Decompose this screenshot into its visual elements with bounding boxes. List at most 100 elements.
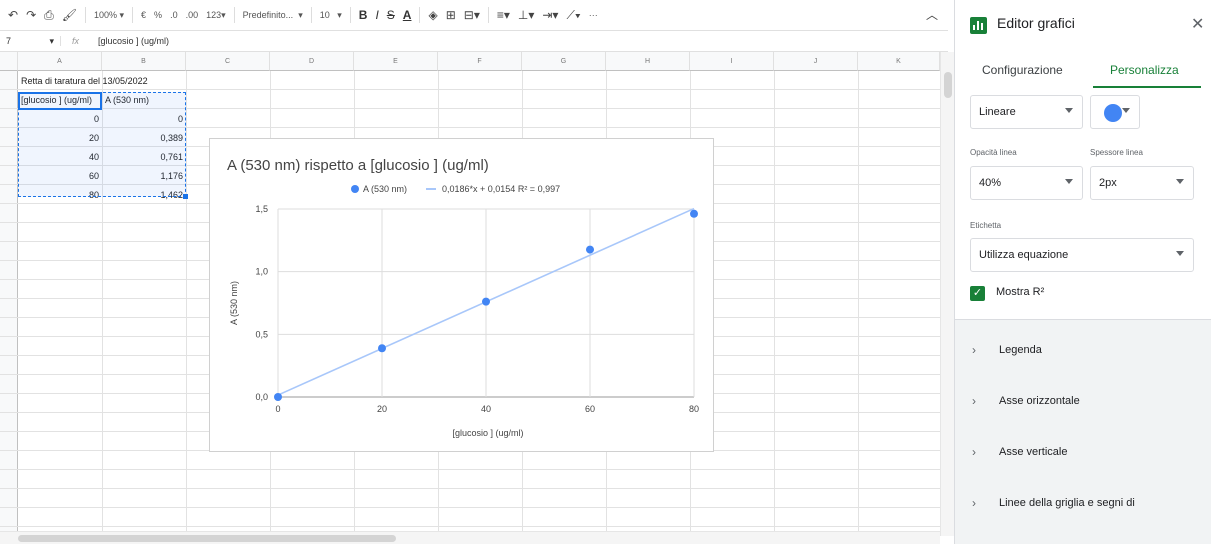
- toolbar-divider: [419, 7, 421, 23]
- print-icon[interactable]: ⎙: [44, 7, 54, 22]
- row-header-column[interactable]: [0, 71, 18, 536]
- column-header-e[interactable]: E: [354, 52, 438, 71]
- column-line: [774, 71, 775, 536]
- corner-header[interactable]: [0, 52, 18, 71]
- italic-icon[interactable]: I: [375, 8, 379, 22]
- data-point: [274, 393, 282, 401]
- cell-concentration[interactable]: 40: [88, 152, 99, 162]
- currency-format-button[interactable]: €: [141, 10, 147, 20]
- y-axis-label: A (530 nm): [229, 281, 239, 325]
- cell-header-concentration[interactable]: [glucosio ] (ug/ml): [21, 95, 93, 105]
- fill-handle[interactable]: [183, 194, 188, 199]
- column-header-j[interactable]: J: [774, 52, 858, 71]
- merge-cells-icon[interactable]: ⊟▾: [463, 8, 480, 22]
- fill-color-icon[interactable]: ◈: [428, 8, 438, 22]
- toolbar-divider: [310, 7, 312, 23]
- font-size-select[interactable]: 10 ▾: [319, 9, 342, 21]
- show-r2-checkbox[interactable]: ✓: [970, 286, 985, 301]
- row-line: [0, 488, 940, 489]
- section-asse-orizzontale[interactable]: › Asse orizzontale: [955, 375, 1211, 426]
- borders-icon[interactable]: ⊞: [445, 8, 456, 22]
- cell-a1-title[interactable]: Retta di taratura del 13/05/2022: [21, 76, 148, 86]
- chart-editor-panel: Editor grafici ✕ Configurazione Personal…: [954, 0, 1211, 544]
- fx-icon: fx: [60, 36, 90, 46]
- section-asse-verticale[interactable]: › Asse verticale: [955, 426, 1211, 477]
- column-header-h[interactable]: H: [606, 52, 690, 71]
- column-header-b[interactable]: B: [102, 52, 186, 71]
- text-wrap-icon[interactable]: ⇥▾: [542, 8, 559, 22]
- toolbar-divider: [487, 7, 489, 23]
- cell-absorbance[interactable]: 0: [177, 114, 183, 124]
- chevron-up-icon[interactable]: ︿: [926, 8, 939, 22]
- font-family-select[interactable]: Predefinito... ▾: [242, 9, 303, 21]
- column-header-d[interactable]: D: [270, 52, 354, 71]
- y-tick-label: 1,5: [255, 204, 268, 214]
- horizontal-align-icon[interactable]: ≡▾: [496, 8, 510, 22]
- x-tick-label: 40: [481, 404, 491, 414]
- text-color-icon[interactable]: A: [402, 8, 412, 22]
- chart-canvas: A (530 nm) rispetto a [glucosio ] (ug/ml…: [227, 157, 699, 438]
- section-legenda[interactable]: › Legenda: [955, 324, 1211, 375]
- tab-personalizza[interactable]: Personalizza: [1110, 63, 1179, 77]
- column-header-a[interactable]: A: [18, 52, 102, 71]
- formula-input[interactable]: [glucosio ] (ug/ml): [98, 36, 170, 46]
- tab-configurazione[interactable]: Configurazione: [982, 63, 1063, 77]
- section-gridlines[interactable]: › Linee della griglia e segni di: [955, 477, 1211, 528]
- vertical-scrollbar[interactable]: [940, 52, 954, 536]
- cell-absorbance[interactable]: 1,462: [160, 190, 183, 200]
- increase-decimals-button[interactable]: .00: [185, 10, 199, 20]
- close-icon[interactable]: ✕: [1191, 16, 1205, 33]
- percent-format-button[interactable]: %: [154, 10, 163, 20]
- x-tick-label: 80: [689, 404, 699, 414]
- strikethrough-icon[interactable]: S: [386, 8, 395, 22]
- column-line: [102, 71, 103, 536]
- bold-icon[interactable]: B: [358, 8, 368, 22]
- cell-concentration[interactable]: 0: [93, 114, 99, 124]
- more-options-button[interactable]: ···: [588, 10, 598, 20]
- scatter-chart[interactable]: A (530 nm) rispetto a [glucosio ] (ug/ml…: [209, 138, 714, 452]
- more-formats-button[interactable]: 123 ▾: [206, 9, 226, 21]
- horizontal-scrollbar[interactable]: [0, 531, 940, 544]
- column-header-f[interactable]: F: [438, 52, 522, 71]
- y-tick-label: 0,0: [255, 392, 268, 402]
- row-line: [0, 127, 940, 128]
- column-header-g[interactable]: G: [522, 52, 606, 71]
- line-opacity-select[interactable]: 40%: [970, 166, 1083, 200]
- label-select[interactable]: Utilizza equazione: [970, 238, 1194, 272]
- y-tick-label: 1,0: [255, 267, 268, 277]
- chart-title: A (530 nm) rispetto a [glucosio ] (ug/ml…: [227, 157, 489, 174]
- trendline-type-select[interactable]: Lineare: [970, 95, 1083, 129]
- decrease-decimals-button[interactable]: .0: [170, 10, 178, 20]
- vertical-align-icon[interactable]: ⊥▾: [517, 8, 535, 22]
- x-axis-label: [glucosio ] (ug/ml): [452, 428, 523, 438]
- paint-format-icon[interactable]: 🖌: [61, 8, 77, 22]
- line-thickness-select[interactable]: 2px: [1090, 166, 1194, 200]
- line-opacity-label: Opacità linea: [970, 148, 1017, 157]
- cell-absorbance[interactable]: 0,389: [160, 133, 183, 143]
- cell-concentration[interactable]: 80: [88, 190, 99, 200]
- cell-header-absorbance[interactable]: A (530 nm): [105, 95, 150, 105]
- column-header-i[interactable]: I: [690, 52, 774, 71]
- column-header-k[interactable]: K: [858, 52, 940, 71]
- cell-absorbance[interactable]: 0,761: [160, 152, 183, 162]
- cell-concentration[interactable]: 20: [88, 133, 99, 143]
- cell-absorbance[interactable]: 1,176: [160, 171, 183, 181]
- undo-icon[interactable]: ↶: [8, 8, 19, 22]
- zoom-select[interactable]: 100% ▾: [93, 9, 125, 21]
- section-label: Asse orizzontale: [999, 394, 1080, 407]
- redo-icon[interactable]: ↷: [26, 8, 37, 22]
- name-box[interactable]: 7 ▾: [0, 36, 60, 47]
- section-label: Linee della griglia e segni di: [999, 496, 1135, 509]
- vertical-scrollbar-thumb[interactable]: [944, 72, 952, 98]
- font-family-value: Predefinito...: [242, 10, 294, 20]
- row-line: [0, 89, 940, 90]
- trendline-color-select[interactable]: [1090, 95, 1140, 129]
- label-setting-label: Etichetta: [970, 221, 1002, 230]
- chart-editor-title: Editor grafici: [997, 15, 1075, 31]
- column-header-c[interactable]: C: [186, 52, 270, 71]
- toolbar-divider: [233, 7, 235, 23]
- horizontal-scrollbar-thumb[interactable]: [18, 535, 396, 542]
- x-tick-label: 20: [377, 404, 387, 414]
- cell-concentration[interactable]: 60: [88, 171, 99, 181]
- text-rotation-icon[interactable]: ⟋▾: [566, 7, 581, 22]
